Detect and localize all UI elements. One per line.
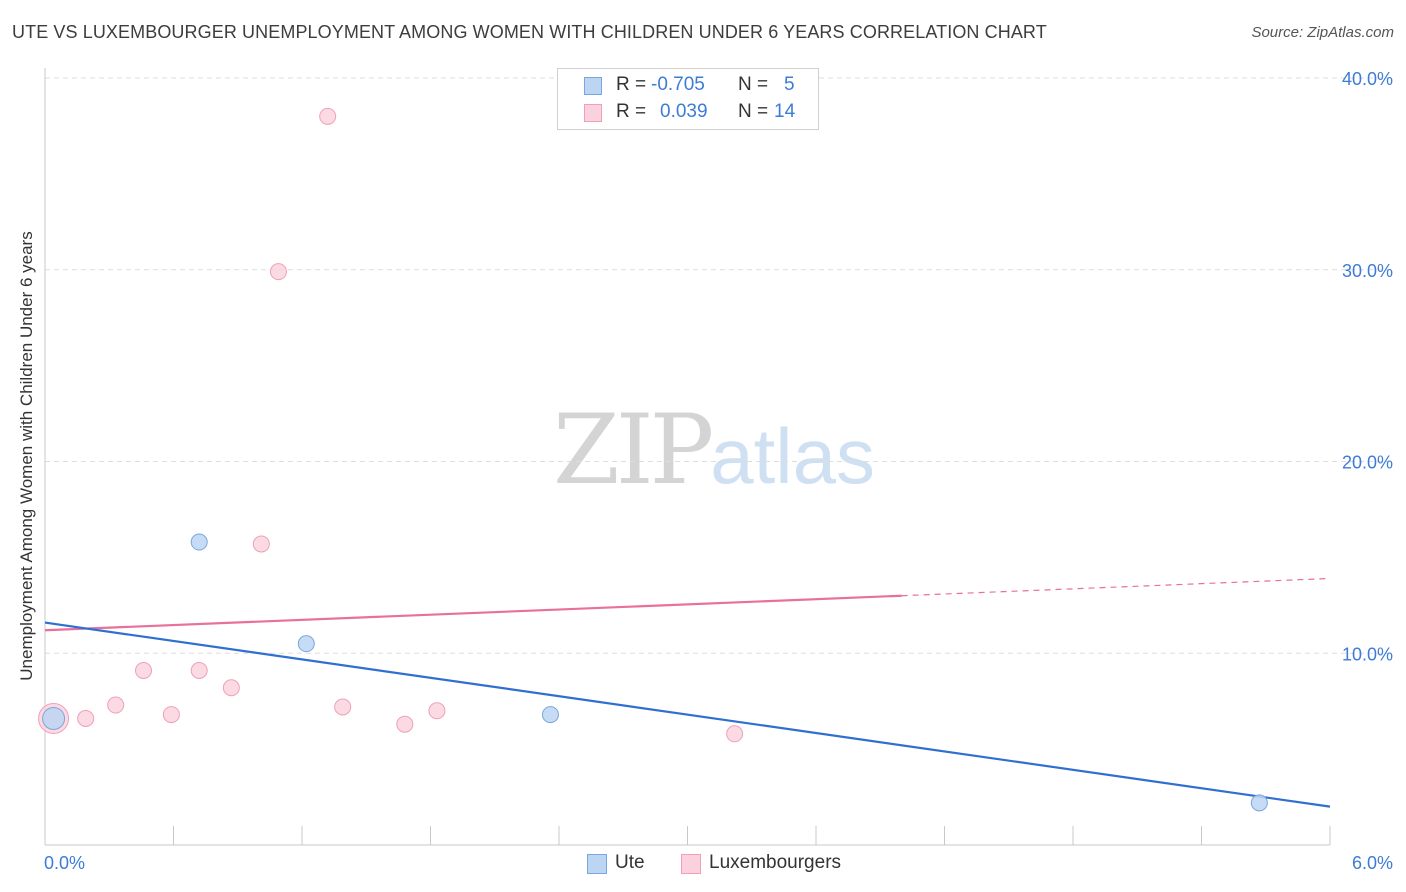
lux-point-12	[428, 702, 446, 720]
data-points	[38, 107, 1268, 812]
ute-swatch	[584, 77, 602, 95]
legend-ute-label: Ute	[615, 852, 645, 873]
tick-labels: 10.0% 20.0% 30.0% 40.0% 0.0% 6.0%	[44, 69, 1393, 873]
lux-n-label: N =	[738, 101, 769, 122]
lux-point-5	[190, 662, 208, 680]
lux-point-4	[162, 706, 180, 724]
watermark-atlas: atlas	[710, 412, 875, 500]
ute-r-value: -0.705	[651, 74, 705, 95]
y-tick-label-3: 40.0%	[1342, 69, 1393, 89]
y-tick-label-2: 30.0%	[1342, 261, 1393, 281]
ute-n-value: 5	[784, 74, 795, 95]
stats-row-ute: R = -0.705 N = 5	[558, 74, 818, 100]
lux-point-11	[396, 715, 414, 733]
lux-r-label: R =	[616, 101, 647, 122]
axes	[44, 68, 1331, 846]
legend-lux-label: Luxembourgers	[709, 852, 842, 873]
lux-point-2	[107, 696, 125, 714]
ute-n-label: N =	[738, 74, 769, 95]
ute-point-3	[541, 706, 559, 724]
lux-point-6	[222, 679, 240, 697]
y-tick-label-1: 20.0%	[1342, 453, 1393, 473]
watermark-zip: ZIP	[553, 394, 714, 506]
stats-box: R = -0.705 N = 5 R = 0.039 N = 14	[557, 68, 819, 130]
ute-r-label: R =	[616, 74, 647, 95]
trend-lines	[44, 577, 1331, 808]
lux-point-8	[269, 263, 287, 281]
watermark: ZIPatlas	[553, 400, 875, 506]
lux-trend-line	[44, 594, 902, 632]
lux-point-1	[77, 709, 95, 727]
lux-point-13	[726, 725, 744, 743]
lux-point-10	[319, 107, 337, 125]
legend: Ute Luxembourgers	[0, 851, 1406, 877]
ute-point-2	[297, 635, 315, 653]
y-tick-label-0: 10.0%	[1342, 644, 1393, 664]
lux-swatch	[584, 104, 602, 122]
source-label: Source: ZipAtlas.com	[1251, 24, 1394, 41]
lux-n-value: 14	[774, 101, 796, 122]
ute-point-4	[1250, 794, 1268, 812]
lux-point-3	[135, 662, 153, 680]
x-tick-label-0: 0.0%	[44, 853, 85, 873]
chart-title: UTE VS LUXEMBOURGER UNEMPLOYMENT AMONG W…	[12, 22, 1047, 42]
lux-r-value: 0.039	[660, 101, 708, 122]
ute-point-0	[42, 706, 66, 730]
legend-lux-swatch	[681, 854, 701, 874]
ute-trend-line	[44, 621, 1331, 808]
x-tick-label-1: 6.0%	[1352, 853, 1393, 873]
stats-row-lux: R = 0.039 N = 14	[558, 101, 818, 127]
lux-point-7	[252, 535, 270, 553]
legend-ute-swatch	[587, 854, 607, 874]
lux-trend-extension	[901, 577, 1331, 597]
lux-point-9	[334, 698, 352, 716]
ute-point-1	[190, 533, 208, 551]
grid-lines	[45, 77, 1392, 654]
